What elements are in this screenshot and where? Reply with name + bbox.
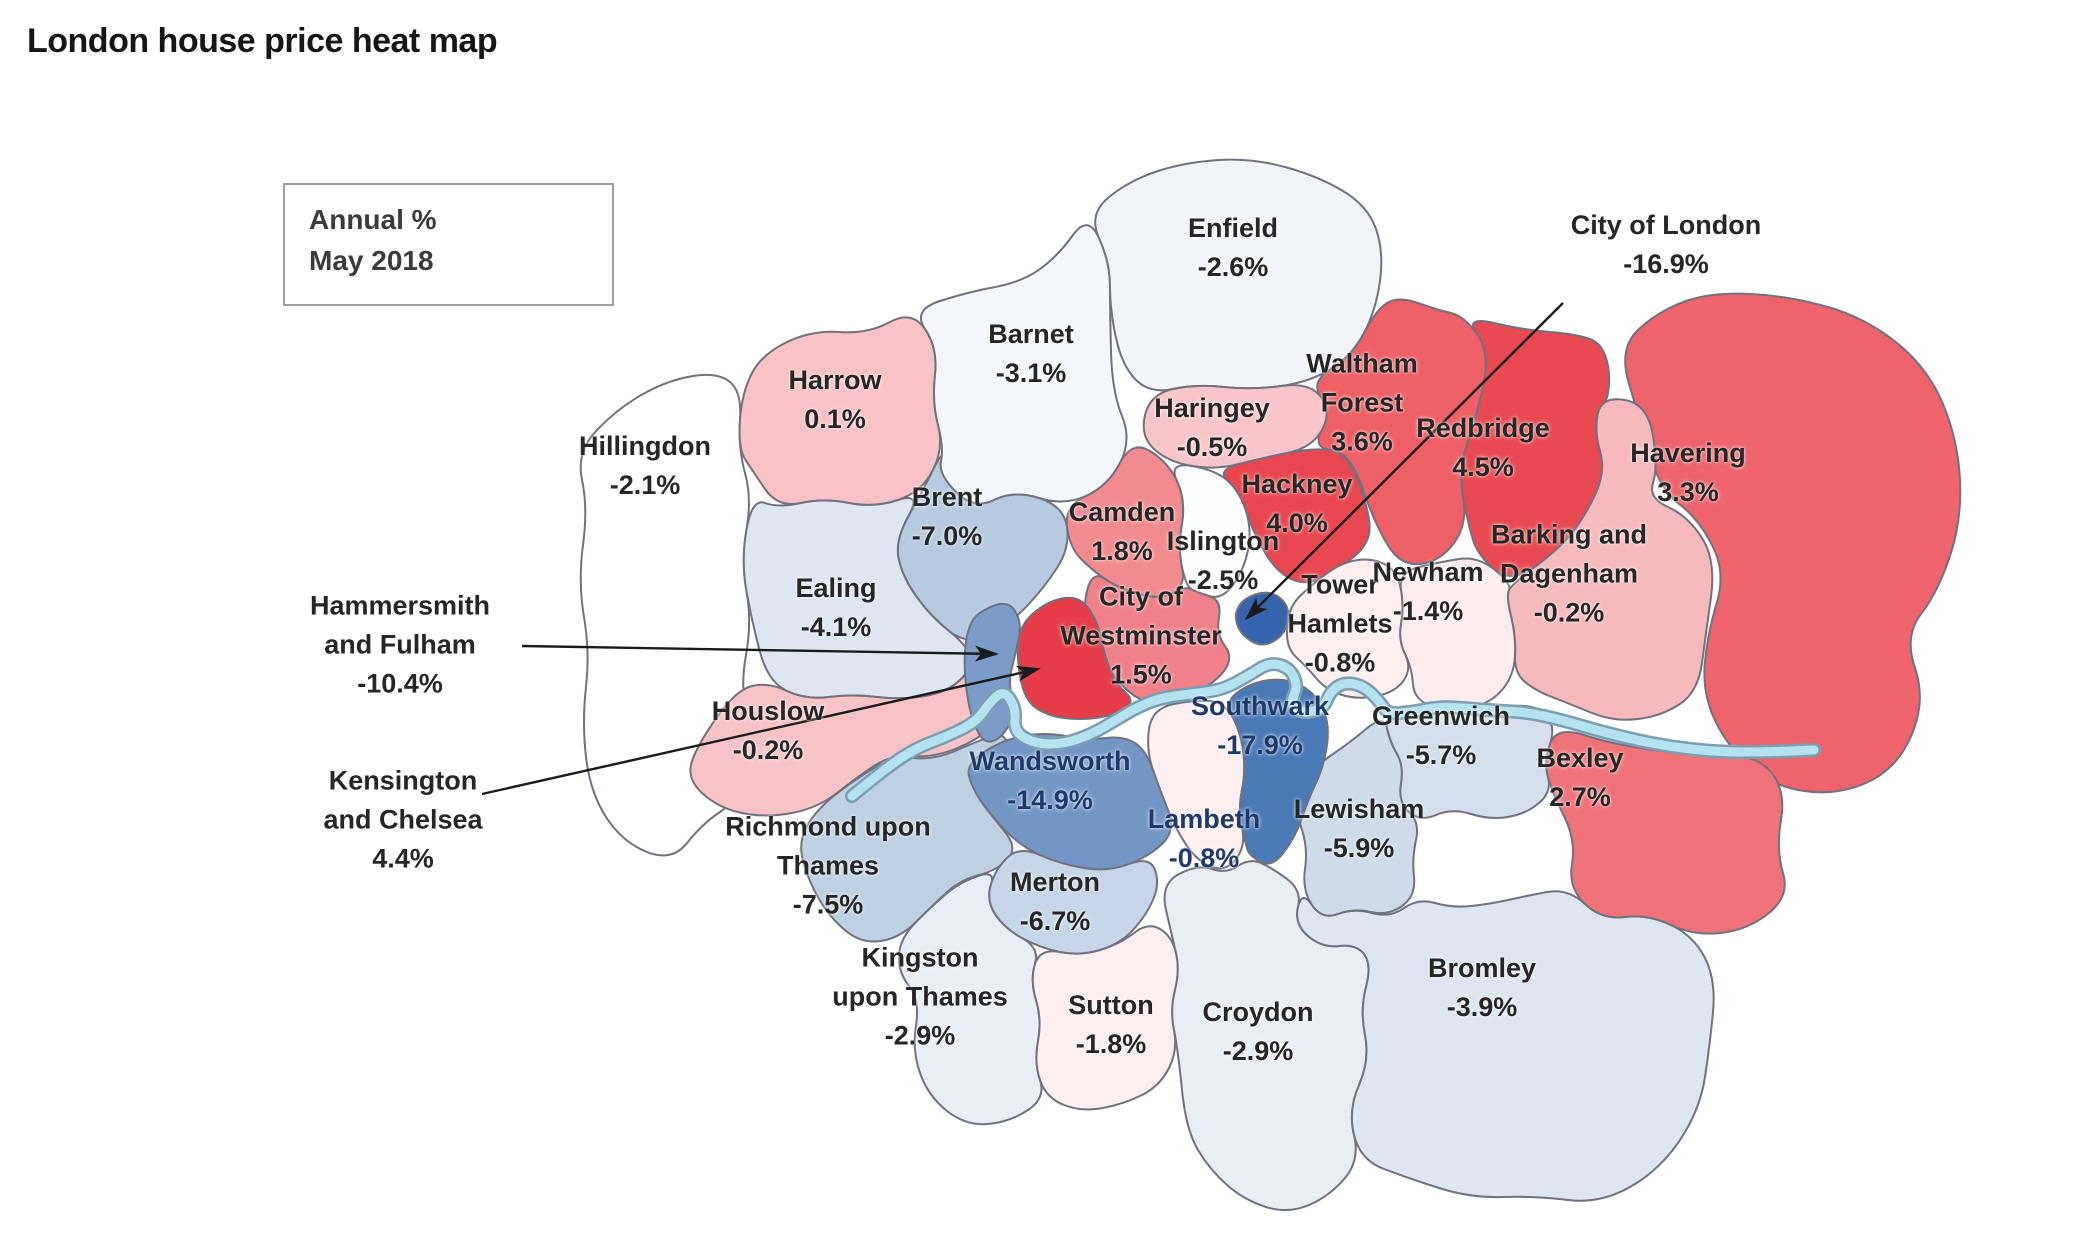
hammersmith-fulham-arrow (521, 644, 999, 662)
city-of-london-arrow (1244, 302, 1564, 621)
region-enfield (1094, 158, 1383, 392)
region-barking-dagenham (1506, 398, 1714, 721)
region-tower-hamlets (1286, 558, 1410, 699)
region-havering (1624, 292, 1962, 794)
region-southwark (1228, 678, 1329, 865)
page-title: London house price heat map (27, 22, 498, 60)
region-sutton (1031, 925, 1179, 1111)
region-harrow (738, 316, 942, 506)
legend-date-label: May 2018 (309, 245, 434, 276)
thames-river (847, 659, 1819, 801)
legend-box: Annual % May 2018 (283, 183, 614, 306)
region-barnet (920, 224, 1128, 505)
legend-annual-label: Annual % (309, 204, 437, 235)
region-greenwich (1385, 703, 1554, 819)
kensington-chelsea-arrow (481, 665, 1041, 796)
region-newham (1399, 557, 1517, 711)
region-camden (1065, 446, 1185, 598)
region-city-of-london (1234, 591, 1290, 646)
region-bromley (1296, 890, 1715, 1202)
